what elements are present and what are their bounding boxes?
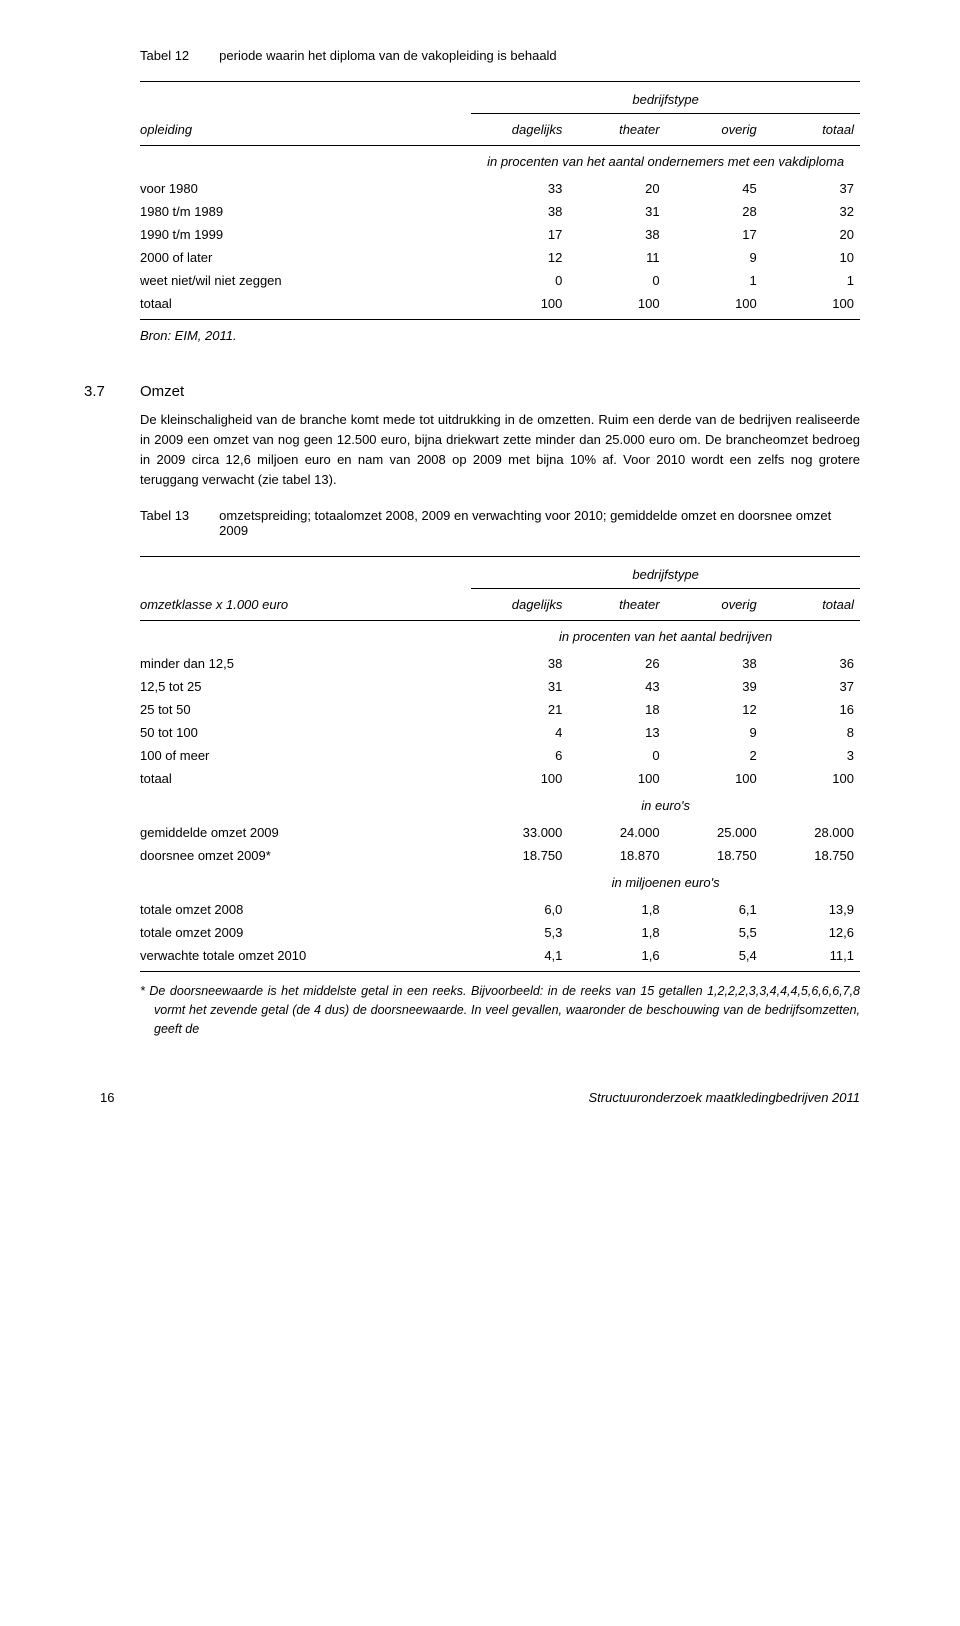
table13-subhead1: in procenten van het aantal bedrijven (471, 620, 860, 652)
doc-title: Structuuronderzoek maatkledingbedrijven … (589, 1090, 860, 1105)
table-row: totaal100100100100 (140, 767, 860, 790)
table12-supergroup: bedrijfstype (471, 82, 860, 114)
table13-col1: theater (568, 589, 665, 621)
table13-caption: Tabel 13 omzetspreiding; totaalomzet 200… (140, 508, 860, 538)
table-row: minder dan 12,538263836 (140, 652, 860, 675)
table-row: voor 198033204537 (140, 177, 860, 200)
table-row: 1980 t/m 198938312832 (140, 200, 860, 223)
page-footer: 16 Structuuronderzoek maatkledingbedrijv… (0, 1060, 960, 1129)
table12-source: Bron: EIM, 2011. (140, 328, 860, 343)
table-row: totale omzet 20095,31,85,512,6 (140, 921, 860, 944)
table13-col0: dagelijks (471, 589, 568, 621)
table12-label: Tabel 12 (140, 48, 189, 63)
table-row: doorsnee omzet 2009*18.75018.87018.75018… (140, 844, 860, 867)
section-paragraph: De kleinschaligheid van de branche komt … (140, 410, 860, 491)
table13-title: omzetspreiding; totaalomzet 2008, 2009 e… (219, 508, 860, 538)
table-row: 1990 t/m 199917381720 (140, 223, 860, 246)
table13: bedrijfstype omzetklasse x 1.000 euro da… (140, 556, 860, 972)
section-number: 3.7 (84, 383, 140, 509)
table12-title: periode waarin het diploma van de vakopl… (219, 48, 557, 63)
table-row: weet niet/wil niet zeggen0011 (140, 269, 860, 292)
table12-col2: overig (666, 114, 763, 146)
table-row: totale omzet 20086,01,86,113,9 (140, 898, 860, 921)
section-3-7: 3.7 Omzet De kleinschaligheid van de bra… (140, 383, 860, 509)
table-row: 12,5 tot 2531433937 (140, 675, 860, 698)
table12-col1: theater (568, 114, 665, 146)
table13-subhead3: in miljoenen euro's (471, 867, 860, 898)
table13-col2: overig (666, 589, 763, 621)
table-row: 2000 of later1211910 (140, 246, 860, 269)
table12-stub-head: opleiding (140, 114, 471, 146)
table13-col3: totaal (763, 589, 860, 621)
table13-label: Tabel 13 (140, 508, 189, 538)
table13-stub-head: omzetklasse x 1.000 euro (140, 589, 471, 621)
table-row: totaal100100100100 (140, 292, 860, 320)
table-row: verwachte totale omzet 20104,11,65,411,1 (140, 944, 860, 972)
table12-subhead: in procenten van het aantal ondernemers … (471, 145, 860, 177)
table-row: gemiddelde omzet 200933.00024.00025.0002… (140, 821, 860, 844)
table13-footnote: * De doorsneewaarde is het middelste get… (140, 982, 860, 1040)
section-title: Omzet (140, 383, 860, 400)
table12-col0: dagelijks (471, 114, 568, 146)
table12-caption: Tabel 12 periode waarin het diploma van … (140, 48, 860, 63)
page-number: 16 (100, 1090, 114, 1105)
table12: bedrijfstype opleiding dagelijks theater… (140, 81, 860, 320)
table13-supergroup: bedrijfstype (471, 557, 860, 589)
table-row: 25 tot 5021181216 (140, 698, 860, 721)
table-row: 50 tot 10041398 (140, 721, 860, 744)
table-row: 100 of meer6023 (140, 744, 860, 767)
table13-subhead2: in euro's (471, 790, 860, 821)
table12-col3: totaal (763, 114, 860, 146)
